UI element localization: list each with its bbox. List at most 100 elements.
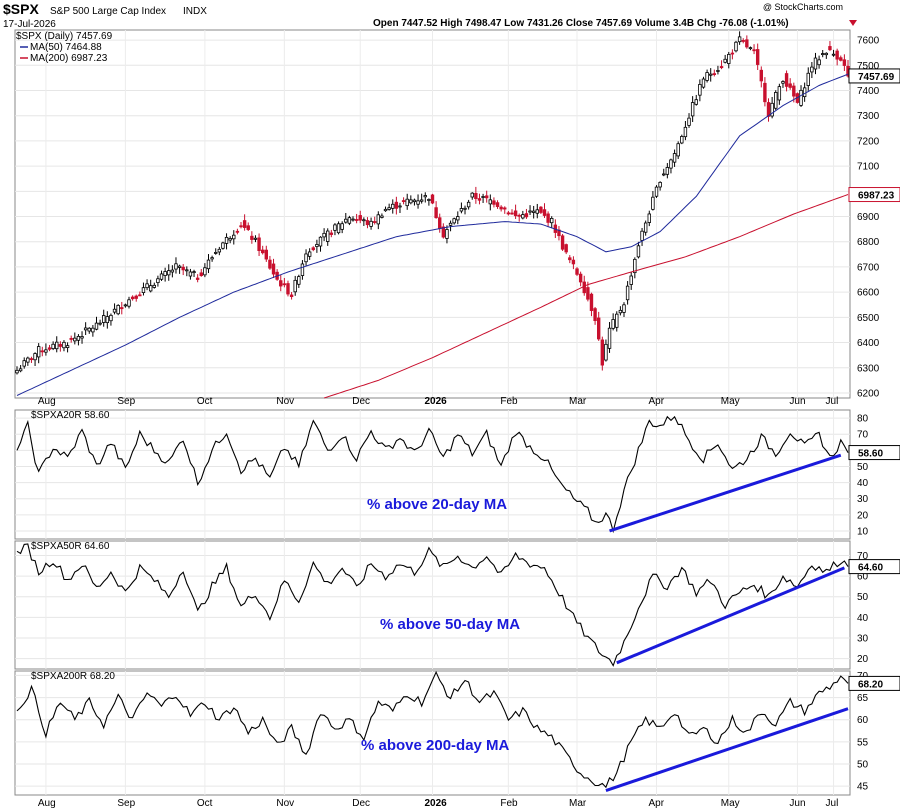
- y-tick-label: 70: [857, 551, 869, 562]
- last-ma200-label-box: [848, 187, 900, 203]
- candle-body: [636, 245, 641, 258]
- candle-body: [163, 271, 167, 276]
- panel-1: 102030405060708058.60: [14, 409, 900, 540]
- candle-body: [322, 232, 326, 238]
- candle-body: [672, 153, 677, 163]
- candle-body: [33, 353, 37, 361]
- candle-body: [466, 201, 471, 208]
- candle-body: [763, 82, 767, 103]
- y-tick-label: 60: [857, 572, 869, 583]
- candle-body: [781, 81, 785, 84]
- x-tick-label: Feb: [500, 798, 518, 809]
- y-tick-label: 7600: [857, 36, 880, 47]
- candle-body: [821, 53, 825, 55]
- candle-body: [65, 345, 70, 348]
- candle-body: [662, 173, 666, 176]
- candle-body: [224, 236, 229, 244]
- candle-body: [87, 327, 91, 332]
- y-tick-label: 10: [857, 526, 869, 537]
- y-tick-label: 20: [857, 654, 869, 665]
- candle-body: [141, 287, 146, 293]
- candle-body: [676, 143, 680, 157]
- candle-body: [44, 349, 48, 353]
- candle-body: [459, 208, 464, 212]
- candle-body: [315, 244, 319, 247]
- y-tick-label: 20: [857, 510, 869, 521]
- y-tick-label: 7400: [857, 86, 880, 97]
- candle-body: [495, 202, 500, 207]
- trendline: [609, 453, 842, 533]
- x-tick-label: Dec: [352, 396, 370, 407]
- candle-body: [387, 207, 391, 210]
- candle-body: [177, 265, 182, 268]
- y-tick-label: 30: [857, 494, 869, 505]
- candle-body: [513, 210, 518, 217]
- x-tick-label: Jun: [789, 798, 805, 809]
- x-tick-label: May: [721, 798, 740, 809]
- candle-body: [383, 208, 388, 212]
- candle-body: [488, 199, 493, 205]
- candle-body: [181, 266, 185, 271]
- y-tick-label: 6700: [857, 262, 880, 273]
- down-arrow-icon: [849, 20, 857, 26]
- candle-body: [607, 327, 612, 349]
- candle-body: [120, 307, 124, 310]
- candle-body: [242, 220, 247, 228]
- candle-body: [622, 304, 626, 313]
- x-tick-label: Feb: [500, 396, 518, 407]
- candle-body: [546, 213, 550, 223]
- candle-body: [109, 314, 113, 322]
- candle-body: [174, 263, 178, 270]
- candle-body: [264, 249, 268, 260]
- candle-body: [235, 230, 240, 233]
- candle-body: [112, 308, 117, 313]
- candle-body: [748, 47, 753, 50]
- x-tick-label: 2026: [425, 798, 448, 809]
- candle-body: [15, 369, 19, 374]
- candle-body: [369, 220, 373, 227]
- x-tick-label: May: [721, 396, 740, 407]
- x-tick-label: Oct: [197, 396, 213, 407]
- candle-body: [62, 341, 66, 349]
- security-name: S&P 500 Large Cap Index: [50, 6, 166, 17]
- candle-body: [123, 304, 128, 307]
- candle-body: [589, 293, 594, 311]
- candle-body: [680, 136, 684, 144]
- candle-body: [719, 66, 724, 69]
- candle-body: [824, 52, 829, 56]
- candle-body: [297, 276, 301, 285]
- indicator-line: [16, 415, 849, 534]
- candle-body: [727, 53, 731, 64]
- last-close-label-box: [848, 68, 900, 84]
- candle-body: [416, 200, 420, 205]
- candle-body: [401, 200, 406, 202]
- candle-body: [521, 214, 525, 219]
- candle-body: [300, 263, 305, 276]
- candle-body: [423, 195, 427, 198]
- candle-body: [531, 210, 536, 213]
- candle-body: [253, 237, 258, 240]
- candle-body: [340, 223, 344, 230]
- candle-body: [36, 346, 41, 358]
- x-tick-label: Apr: [649, 396, 665, 407]
- candle-body: [372, 221, 377, 223]
- candle-body: [441, 226, 446, 238]
- y-tick-label: 50: [857, 592, 869, 603]
- candle-body: [734, 41, 738, 52]
- candle-body: [192, 271, 196, 274]
- candle-body: [347, 217, 352, 224]
- y-tick-label: 6500: [857, 313, 880, 324]
- candle-body: [741, 40, 745, 42]
- candle-body: [130, 296, 135, 300]
- candle-body: [571, 259, 576, 265]
- candle-body: [365, 220, 370, 226]
- candle-body: [499, 206, 503, 210]
- last-value-label: 68.20: [858, 679, 883, 690]
- candle-body: [582, 281, 586, 294]
- y-tick-label: 45: [857, 782, 869, 793]
- candle-body: [268, 259, 272, 269]
- candle-body: [578, 273, 583, 283]
- x-tick-label: Sep: [117, 798, 135, 809]
